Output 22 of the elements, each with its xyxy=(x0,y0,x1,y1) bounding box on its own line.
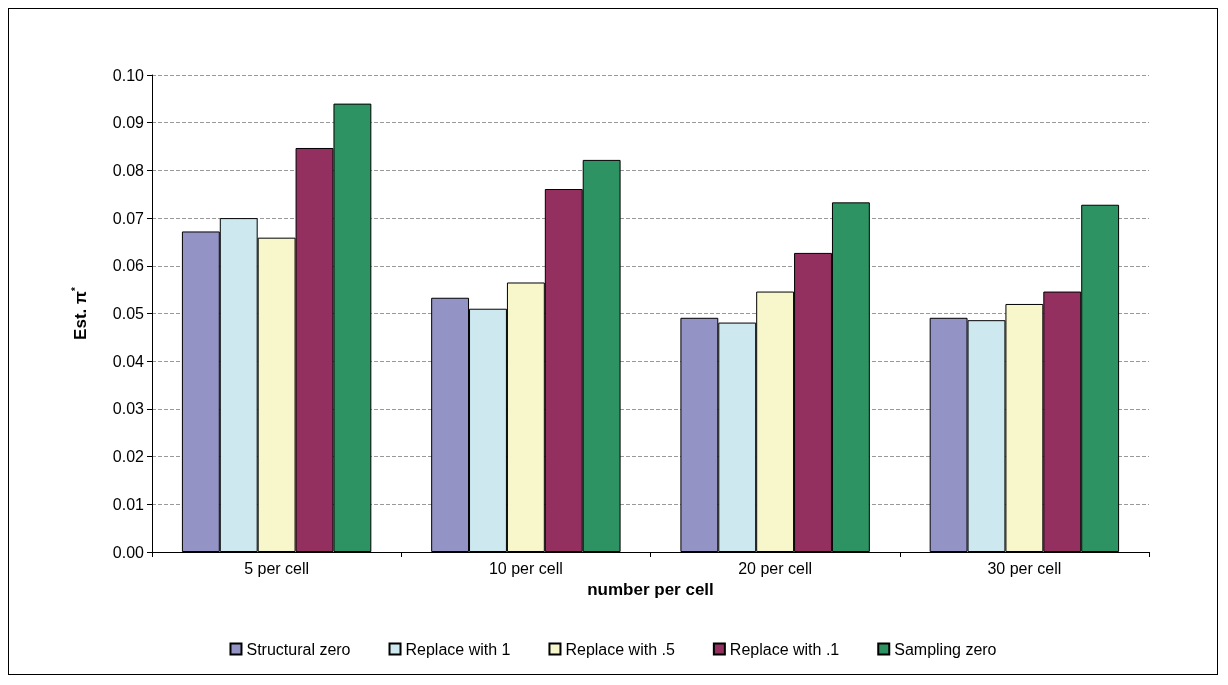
y-tick-label: 0.10 xyxy=(112,66,145,84)
y-axis-title: Est. π* xyxy=(69,286,90,340)
x-axis-title: number per cell xyxy=(587,579,714,599)
legend-label: Sampling zero xyxy=(894,640,997,658)
x-tick-label: 5 per cell xyxy=(244,559,310,577)
x-tick-label: 10 per cell xyxy=(488,559,563,577)
x-tick-label: 20 per cell xyxy=(738,559,813,577)
x-tick-label: 30 per cell xyxy=(987,559,1062,577)
y-tick-label: 0.02 xyxy=(112,448,145,466)
y-tick-label: 0.04 xyxy=(112,352,145,370)
y-tick-label: 0.07 xyxy=(112,209,145,227)
y-tick-label: 0.06 xyxy=(112,257,145,275)
y-tick-label: 0.08 xyxy=(112,161,145,179)
y-tick-label: 0.05 xyxy=(112,305,145,322)
legend-label: Replace with .1 xyxy=(729,640,840,658)
legend-label: Structural zero xyxy=(246,640,351,658)
y-tick-label: 0.09 xyxy=(112,114,145,132)
y-tick-label: 0.00 xyxy=(112,543,145,561)
y-tick-label: 0.03 xyxy=(112,400,145,418)
legend-label: Replace with .5 xyxy=(565,640,675,658)
legend-label: Replace with 1 xyxy=(405,640,511,658)
y-tick-label: 0.01 xyxy=(112,495,145,513)
